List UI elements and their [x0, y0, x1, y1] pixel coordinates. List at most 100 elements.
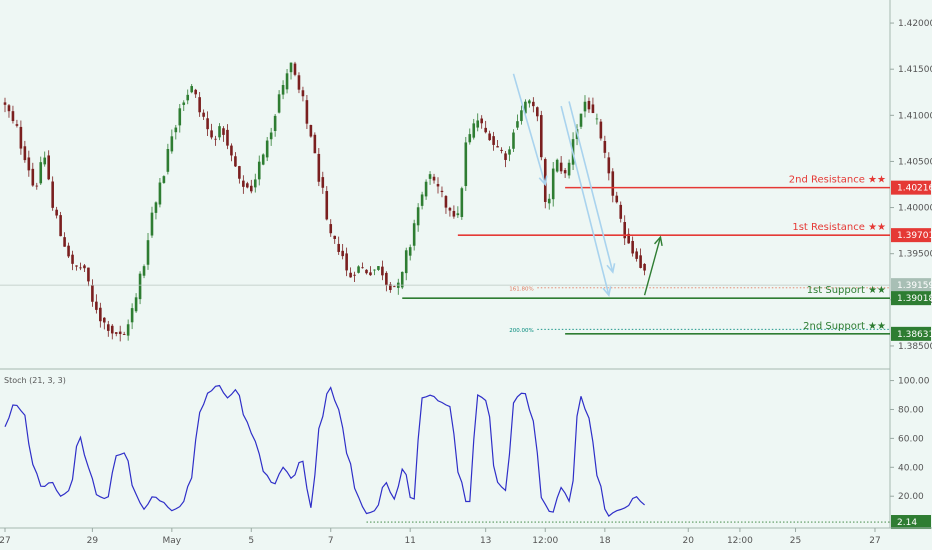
- candle-body: [321, 177, 325, 188]
- candle-body: [210, 130, 213, 138]
- candle-body: [615, 195, 619, 203]
- projection-arrow-shaft: [512, 73, 547, 185]
- support-price-badge: [891, 326, 931, 341]
- candle-body: [484, 127, 487, 133]
- candle-body: [623, 222, 627, 239]
- candle-body: [488, 133, 491, 141]
- projection-arrow: [512, 73, 548, 187]
- time-tick-label: 18: [599, 536, 611, 546]
- candle-body: [468, 134, 472, 143]
- candle-body: [47, 155, 50, 180]
- time-tick-label: 7: [328, 536, 334, 546]
- time-tick-label: 5: [248, 536, 254, 546]
- candle-body: [504, 153, 507, 160]
- candle-body: [440, 190, 444, 193]
- support-level-label: 2nd Support ★★: [803, 321, 886, 332]
- candle-body: [349, 272, 352, 278]
- candle-body: [595, 118, 599, 120]
- stochastic-last-value: 2.14: [897, 518, 917, 528]
- candle-body: [643, 263, 646, 271]
- candle-body: [249, 185, 253, 192]
- projection-arrow-head: [602, 286, 612, 297]
- time-tick-label: 11: [404, 536, 415, 546]
- candle-body: [456, 213, 460, 216]
- price-tick-label: 1.41500: [898, 65, 932, 75]
- candle-body: [464, 142, 468, 187]
- candle-body: [194, 89, 197, 95]
- candle-body: [353, 274, 356, 276]
- time-tick-label: May: [163, 536, 182, 546]
- candle-body: [242, 180, 245, 187]
- candle-body: [476, 120, 480, 128]
- candle-body: [400, 271, 404, 288]
- candle-body: [408, 247, 412, 256]
- candle-body: [607, 157, 611, 174]
- candle-body: [345, 253, 348, 271]
- candle-body: [381, 266, 384, 276]
- candle-body: [301, 90, 305, 97]
- candle-body: [170, 136, 174, 152]
- candle-body: [532, 101, 535, 107]
- candle-body: [35, 185, 39, 187]
- candle-body: [516, 121, 519, 128]
- candle-body: [23, 146, 27, 161]
- candle-body: [166, 149, 170, 172]
- candle-body: [599, 121, 603, 139]
- resistance-price-value: 1.39701: [897, 231, 932, 241]
- candle-body: [214, 138, 217, 140]
- projection-arrow-shaft: [560, 105, 610, 296]
- candle-body: [257, 161, 261, 180]
- candle-body: [218, 126, 221, 138]
- candle-body: [285, 73, 289, 90]
- candle-body: [305, 100, 309, 124]
- candle-body: [317, 153, 321, 182]
- candle-body: [432, 176, 436, 181]
- projection-arrow: [568, 101, 616, 274]
- candle-body: [190, 86, 194, 93]
- candle-body: [520, 110, 523, 122]
- candle-body: [500, 149, 503, 151]
- candle-body: [198, 97, 201, 113]
- candle-body: [524, 101, 527, 114]
- candle-body: [238, 166, 241, 179]
- candle-body: [146, 240, 150, 265]
- price-pane[interactable]: [3, 61, 646, 342]
- current-price-tag: [891, 278, 931, 293]
- candle-body: [416, 207, 420, 226]
- time-axis[interactable]: 27 29 May 5 7 11 13 12:00 18 20 12:00 25 27: [0, 528, 881, 546]
- price-tick-label: 1.39500: [898, 250, 932, 260]
- candle-body: [436, 184, 440, 187]
- stochastic-tick-label: 60.00: [898, 434, 924, 444]
- candle-body: [583, 101, 587, 112]
- time-tick-label: 12:00: [532, 536, 558, 546]
- candle-body: [281, 85, 285, 95]
- candle-body: [67, 245, 70, 257]
- candle-body: [174, 127, 178, 133]
- candle-body: [39, 162, 43, 184]
- candle-body: [59, 215, 62, 237]
- candle-body: [444, 196, 448, 208]
- candle-body: [27, 157, 31, 171]
- candle-body: [106, 324, 110, 331]
- candle-body: [567, 162, 571, 176]
- stochastic-axis[interactable]: 100.00 80.00 60.00 40.00 20.00: [890, 377, 930, 503]
- price-tick-label: 1.41000: [898, 111, 932, 121]
- target-arrow-head: [654, 235, 663, 247]
- candle-body: [178, 108, 182, 126]
- candle-body: [158, 182, 162, 205]
- candle-body: [63, 237, 66, 247]
- candle-body: [130, 308, 134, 323]
- candle-body: [273, 115, 277, 131]
- projection-arrow: [560, 105, 612, 297]
- fib-level-label: 200.00%: [509, 328, 533, 334]
- candle-body: [79, 267, 82, 269]
- candle-body: [186, 94, 190, 101]
- stochastic-pane[interactable]: 2.14: [4, 384, 931, 530]
- candle-body: [539, 115, 543, 158]
- candle-body: [313, 134, 317, 154]
- candle-body: [246, 183, 249, 188]
- candle-body: [472, 123, 476, 138]
- candle-body: [154, 202, 158, 213]
- candle-body: [3, 102, 7, 105]
